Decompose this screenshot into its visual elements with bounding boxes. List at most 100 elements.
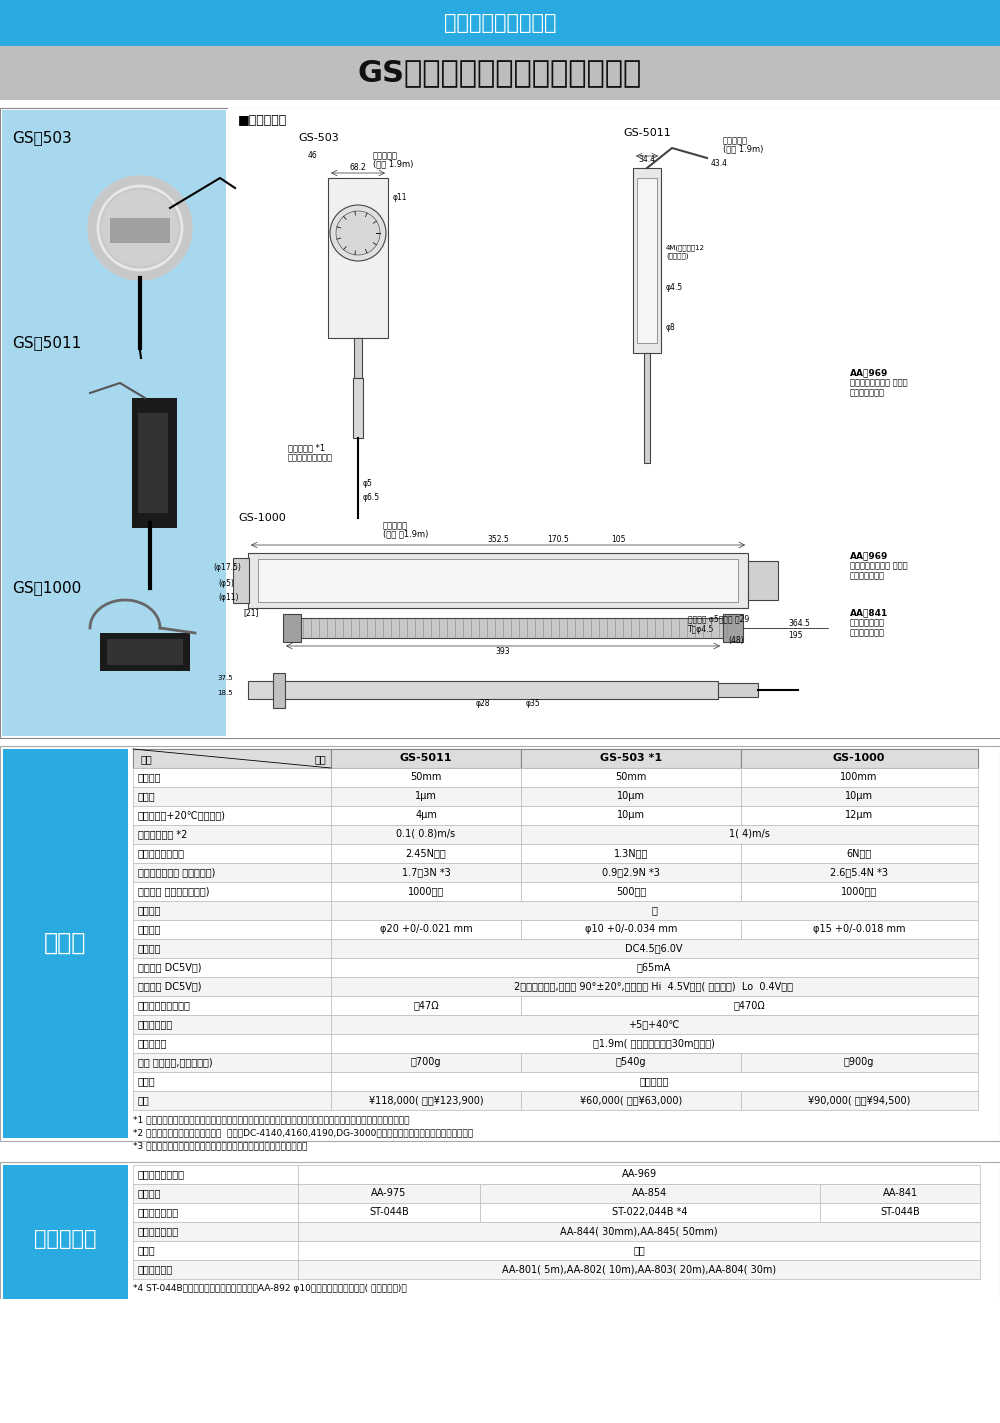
- Bar: [0, 1163, 1000, 1318]
- Bar: [133, 805, 331, 825]
- Bar: [741, 768, 978, 787]
- Text: ■外形寸法図: ■外形寸法図: [238, 114, 287, 127]
- Text: 項目: 項目: [141, 754, 153, 764]
- Bar: [741, 862, 978, 882]
- Bar: [331, 921, 521, 939]
- Text: 10μm: 10μm: [617, 791, 645, 801]
- Bar: [331, 901, 978, 921]
- Text: GS-1000: GS-1000: [833, 753, 885, 763]
- Bar: [741, 882, 978, 901]
- Text: 指示精度　+20℃において): 指示精度 +20℃において): [138, 810, 226, 820]
- Text: 取扱説明書: 取扱説明書: [639, 1076, 669, 1086]
- Text: 防塵ゴム: 防塵ゴム: [138, 1188, 162, 1198]
- Text: ST-022,044B *4: ST-022,044B *4: [612, 1207, 688, 1217]
- Text: 質量 ケーブル,コネクタ含): 質量 ケーブル,コネクタ含): [138, 1057, 213, 1067]
- Text: （オプション）: （オプション）: [850, 388, 885, 397]
- Text: 使用温度範囲: 使用温度範囲: [138, 1019, 173, 1029]
- Bar: [0, 746, 1000, 1141]
- Bar: [521, 996, 978, 1015]
- Text: (長さ 約1.9m): (長さ 約1.9m): [383, 529, 428, 538]
- Text: 延長スピンドル: 延長スピンドル: [138, 1227, 179, 1237]
- Text: 信号コード: 信号コード: [383, 521, 408, 531]
- Bar: [331, 768, 521, 787]
- Bar: [521, 921, 741, 939]
- Bar: [133, 1165, 298, 1184]
- Bar: [133, 862, 331, 882]
- Bar: [110, 218, 170, 243]
- Text: 50mm: 50mm: [410, 773, 442, 783]
- Text: 信号コード: 信号コード: [723, 137, 748, 145]
- Text: 34.4: 34.4: [639, 155, 656, 165]
- Text: 18.5: 18.5: [217, 690, 233, 696]
- Text: AA-969: AA-969: [621, 1170, 657, 1180]
- Text: *2 当社ゲージカウンタ使用の時（  ）内はDC-4140,4160,4190,DG-3000シリーズで使用時の最大応答速度です。: *2 当社ゲージカウンタ使用の時（ ）内はDC-4140,4160,4190,D…: [133, 1128, 473, 1137]
- Bar: [2, 110, 226, 736]
- Bar: [133, 882, 331, 901]
- Text: 68.2: 68.2: [350, 164, 366, 172]
- Bar: [331, 978, 978, 996]
- Bar: [133, 939, 331, 958]
- Bar: [132, 398, 177, 528]
- Text: GS-5011: GS-5011: [400, 753, 452, 763]
- Bar: [233, 558, 249, 603]
- Text: 出力インピーダンス: 出力インピーダンス: [138, 1000, 191, 1010]
- Bar: [353, 379, 363, 438]
- Text: 364.5: 364.5: [788, 619, 810, 628]
- Bar: [133, 1241, 298, 1259]
- Bar: [331, 958, 978, 978]
- Bar: [820, 1184, 980, 1202]
- Text: 1000万回: 1000万回: [841, 887, 877, 896]
- Bar: [133, 901, 331, 921]
- Bar: [741, 844, 978, 862]
- Text: (φ11): (φ11): [218, 593, 239, 602]
- Text: 500万回: 500万回: [616, 887, 646, 896]
- Bar: [521, 825, 978, 844]
- Circle shape: [88, 176, 192, 280]
- Text: 約65mA: 約65mA: [637, 962, 671, 972]
- Text: 1μm: 1μm: [415, 791, 437, 801]
- Bar: [521, 1091, 741, 1110]
- Text: 352.5: 352.5: [487, 535, 509, 545]
- Bar: [0, 46, 1000, 100]
- Bar: [521, 1053, 741, 1072]
- Text: 0.9～2.9N *3: 0.9～2.9N *3: [602, 867, 660, 877]
- Text: AA-975: AA-975: [371, 1188, 407, 1198]
- Text: *4 ST-044Bと組み合わせて使用する場合はAA-892 φ10用ブッシュが必要です( オプション)。: *4 ST-044Bと組み合わせて使用する場合はAA-892 φ10用ブッシュが…: [133, 1284, 407, 1294]
- Text: AA－969: AA－969: [850, 369, 888, 377]
- Bar: [521, 882, 741, 901]
- Bar: [521, 844, 741, 862]
- Text: [21]: [21]: [243, 609, 258, 618]
- Text: 43.4: 43.4: [711, 158, 728, 168]
- Bar: [820, 1202, 980, 1222]
- Bar: [644, 353, 650, 462]
- Text: φ11: φ11: [393, 194, 408, 202]
- Text: 10μm: 10μm: [845, 791, 873, 801]
- Text: 最大応答速度 *2: 最大応答速度 *2: [138, 830, 187, 840]
- Text: 消費電流 DC5V時): 消費電流 DC5V時): [138, 962, 202, 972]
- Bar: [331, 844, 521, 862]
- Bar: [133, 958, 331, 978]
- Text: GS-5011: GS-5011: [623, 128, 671, 138]
- Bar: [331, 996, 521, 1015]
- Bar: [298, 1202, 480, 1222]
- Text: φ6.5: φ6.5: [363, 494, 380, 502]
- Bar: [331, 1053, 521, 1072]
- Text: φ15 +0/-0.018 mm: φ15 +0/-0.018 mm: [813, 924, 905, 933]
- Bar: [248, 682, 718, 699]
- Text: オプション: オプション: [34, 1229, 96, 1249]
- Text: 1000万回: 1000万回: [408, 887, 444, 896]
- Text: 測定力変更範囲 オプション): 測定力変更範囲 オプション): [138, 867, 215, 877]
- Text: 付属品: 付属品: [138, 1076, 156, 1086]
- Bar: [633, 168, 661, 353]
- Text: 2相方形波信号,位相差 90°±20°,出力電圧 Hi  4.5V以上( 無負荷時)  Lo  0.4V以下: 2相方形波信号,位相差 90°±20°,出力電圧 Hi 4.5V以上( 無負荷時…: [514, 980, 794, 990]
- Bar: [723, 613, 743, 642]
- Bar: [741, 787, 978, 805]
- Text: 2.6～5.4N *3: 2.6～5.4N *3: [830, 867, 888, 877]
- Text: 測定範囲: 測定範囲: [138, 773, 162, 783]
- Bar: [0, 1299, 1000, 1329]
- Text: ケーブル長: ケーブル長: [138, 1037, 167, 1047]
- Bar: [331, 825, 521, 844]
- Bar: [331, 1072, 978, 1091]
- Text: +5～+40℃: +5～+40℃: [628, 1019, 680, 1029]
- Text: (対面含む): (対面含む): [666, 253, 688, 259]
